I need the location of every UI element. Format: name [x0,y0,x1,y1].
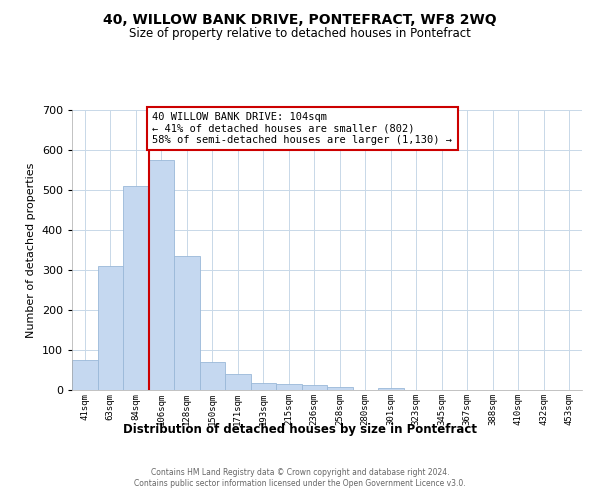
Bar [149,160,174,390]
Bar [72,360,97,390]
Bar [225,374,251,390]
Bar [199,362,225,390]
Bar [251,383,276,390]
Text: Contains HM Land Registry data © Crown copyright and database right 2024.
Contai: Contains HM Land Registry data © Crown c… [134,468,466,487]
Bar [174,256,199,390]
Bar [302,385,327,390]
Text: 40 WILLOW BANK DRIVE: 104sqm
← 41% of detached houses are smaller (802)
58% of s: 40 WILLOW BANK DRIVE: 104sqm ← 41% of de… [152,112,452,145]
Bar [123,186,149,390]
Bar [327,387,353,390]
Text: 40, WILLOW BANK DRIVE, PONTEFRACT, WF8 2WQ: 40, WILLOW BANK DRIVE, PONTEFRACT, WF8 2… [103,12,497,26]
Bar [276,384,302,390]
Text: Size of property relative to detached houses in Pontefract: Size of property relative to detached ho… [129,28,471,40]
Bar [97,266,123,390]
Text: Distribution of detached houses by size in Pontefract: Distribution of detached houses by size … [123,422,477,436]
Bar [378,388,404,390]
Y-axis label: Number of detached properties: Number of detached properties [26,162,36,338]
